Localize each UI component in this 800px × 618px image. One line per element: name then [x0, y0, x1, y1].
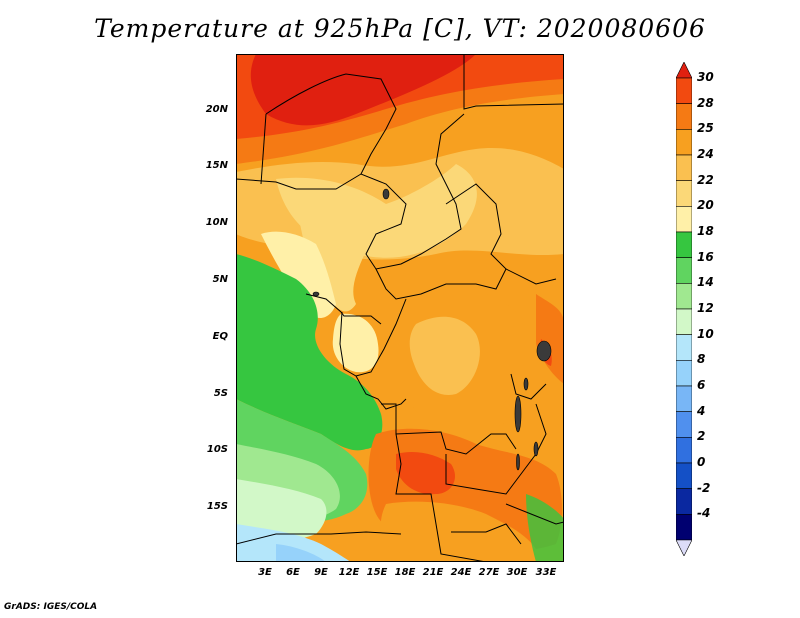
- colorbar-segment: [675, 129, 693, 156]
- lon-label: 33E: [535, 567, 557, 578]
- lat-label: 10N: [205, 217, 228, 228]
- colorbar-segment: [675, 61, 693, 79]
- lat-label: 5N: [212, 274, 228, 285]
- colorbar-label: 14: [697, 275, 714, 290]
- colorbar-label: 18: [697, 224, 714, 238]
- colorbar-segment: [675, 385, 693, 412]
- lon-label: 15E: [366, 567, 388, 578]
- lon-label: 30E: [506, 567, 528, 578]
- lat-label: 15S: [206, 501, 228, 512]
- colorbar-segment: [675, 283, 693, 310]
- colorbar-label: 24: [697, 147, 714, 161]
- colorbar-segment: [675, 180, 693, 207]
- colorbar-segment: [675, 154, 693, 181]
- lat-label: EQ: [212, 331, 228, 342]
- colorbar-label: 25: [697, 121, 714, 136]
- colorbar-segment: [675, 308, 693, 335]
- colorbar-segment: [675, 539, 693, 557]
- colorbar-segment: [675, 77, 693, 104]
- colorbar-segment: [675, 257, 693, 284]
- colorbar: [675, 61, 693, 557]
- colorbar-label: -4: [697, 506, 711, 521]
- colorbar-segment: [675, 514, 693, 541]
- colorbar-segment: [675, 231, 693, 258]
- colorbar-segment: [675, 334, 693, 361]
- colorbar-segment: [675, 411, 693, 438]
- lat-label: 15N: [205, 160, 228, 171]
- colorbar-label: 12: [697, 301, 714, 315]
- colorbar-segment: [675, 462, 693, 489]
- lat-label: 20N: [205, 104, 228, 115]
- colorbar-segment: [675, 488, 693, 515]
- colorbar-label: 20: [697, 198, 714, 213]
- colorbar-segment: [675, 437, 693, 464]
- lon-label: 12E: [338, 567, 360, 578]
- colorbar-label: 16: [697, 249, 714, 264]
- colorbar-label: 22: [697, 172, 714, 187]
- colorbar-label: 30: [697, 70, 714, 84]
- colorbar-label: 2: [697, 429, 706, 444]
- lon-label: 9E: [314, 567, 328, 578]
- lon-label: 18E: [394, 567, 416, 578]
- lat-label: 10S: [206, 444, 228, 455]
- lat-label: 5S: [213, 388, 228, 399]
- map-title: Temperature at 925hPa [C], VT: 202008060…: [94, 14, 706, 43]
- colorbar-segment: [675, 206, 693, 233]
- lon-label: 3E: [258, 567, 272, 578]
- colorbar-label: 8: [697, 352, 706, 367]
- colorbar-label: 0: [697, 455, 706, 469]
- lon-label: 27E: [478, 567, 500, 578]
- colorbar-segment: [675, 103, 693, 130]
- lon-label: 21E: [422, 567, 444, 578]
- grads-credit: GrADS: IGES/COLA: [4, 602, 98, 612]
- colorbar-label: 4: [697, 403, 706, 418]
- colorbar-label: 10: [697, 326, 714, 341]
- colorbar-label: 6: [697, 378, 706, 392]
- colorbar-label: 28: [697, 95, 714, 110]
- colorbar-label: -2: [697, 480, 711, 495]
- temperature-map: [236, 54, 564, 562]
- lon-label: 24E: [450, 567, 472, 578]
- lon-label: 6E: [286, 567, 300, 578]
- colorbar-segment: [675, 360, 693, 387]
